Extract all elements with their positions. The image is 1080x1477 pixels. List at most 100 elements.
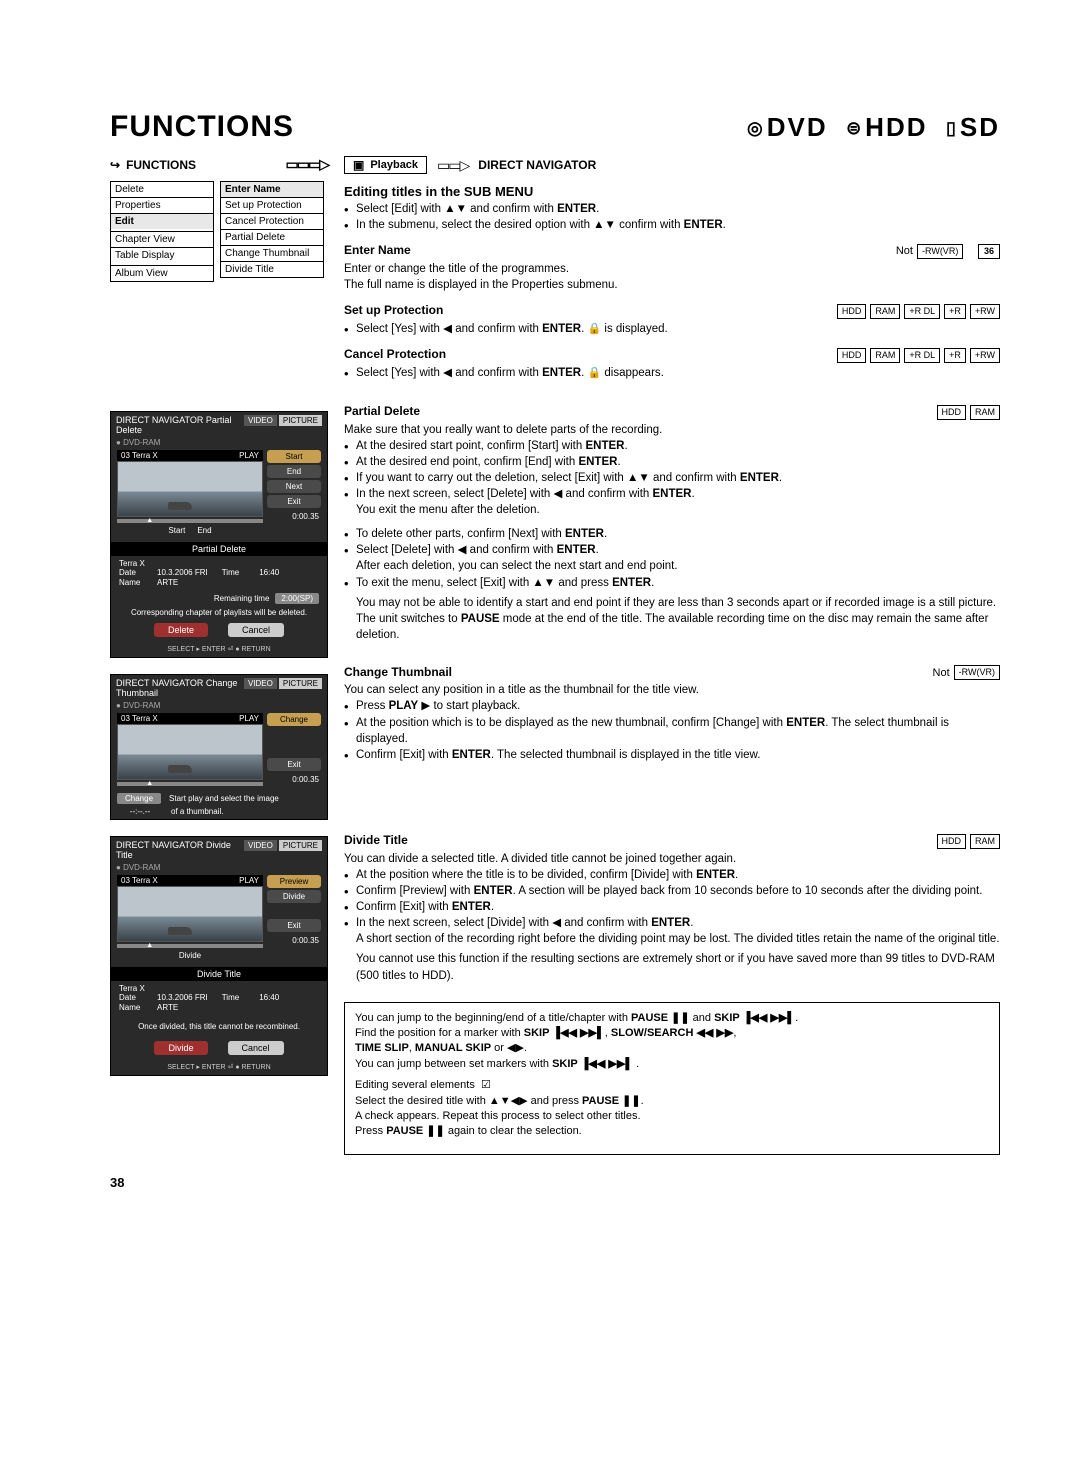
change-strip: ChangeStart play and select the image	[111, 790, 327, 807]
cancel-button[interactable]: Cancel	[228, 623, 284, 637]
cancel-button[interactable]: Cancel	[228, 1041, 284, 1055]
tip-line: You can jump to the beginning/end of a t…	[355, 1011, 989, 1073]
ss-note: Once divided, this title cannot be recom…	[111, 1016, 327, 1037]
divide-para: You cannot use this function if the resu…	[344, 951, 1000, 983]
divide-button[interactable]: Divide	[154, 1041, 207, 1055]
divide-list: At the position where the title is to be…	[344, 867, 1000, 947]
progress-bar[interactable]	[117, 519, 263, 523]
list-item: Select [Yes] with ◀ and confirm with ENT…	[344, 321, 1000, 337]
list-item: Confirm [Preview] with ENTER. A section …	[344, 883, 1000, 899]
sub-divide-title: Divide Title HDDRAM	[344, 833, 1000, 849]
tab[interactable]: VIDEO	[244, 415, 277, 426]
ss-title: DIRECT NAVIGATOR Partial Delete	[116, 415, 242, 435]
ctx-hdd: HDD	[865, 112, 927, 142]
tab[interactable]: PICTURE	[279, 415, 322, 426]
ss-actions: Delete Cancel	[111, 619, 327, 643]
screenshot-partial-delete: DIRECT NAVIGATOR Partial Delete VIDEOPIC…	[110, 411, 328, 658]
side-buttons: Start End Next Exit 0:00.35	[267, 450, 321, 538]
enter-name-text: The full name is displayed in the Proper…	[344, 277, 1000, 293]
list-item: To delete other parts, confirm [Next] wi…	[344, 526, 1000, 542]
menu-item[interactable]: Delete	[110, 181, 214, 198]
tab[interactable]: PICTURE	[279, 678, 322, 689]
ss-strip: Partial Delete	[111, 542, 327, 556]
playback-icon: ▣	[353, 158, 364, 172]
page-title: FUNCTIONS	[110, 110, 294, 144]
page: FUNCTIONS ◎DVD ⊜HDD ▯SD ↪ FUNCTIONS ▭▭▭▷…	[0, 0, 1080, 1230]
list-item: At the position where the title is to be…	[344, 867, 1000, 883]
list-item: At the desired end point, confirm [End] …	[344, 454, 1000, 470]
menu-item[interactable]: Enter Name	[220, 181, 324, 198]
menu-item[interactable]: Album View	[110, 265, 214, 282]
menu-item[interactable]: Divide Title	[220, 261, 324, 278]
tab[interactable]: VIDEO	[244, 840, 277, 851]
side-btn[interactable]: End	[267, 465, 321, 478]
ss-title: DIRECT NAVIGATOR Change Thumbnail	[116, 678, 242, 698]
side-btn[interactable]: Divide	[267, 890, 321, 903]
tips-box: You can jump to the beginning/end of a t…	[344, 1002, 1000, 1155]
list-item: In the next screen, select [Divide] with…	[344, 915, 1000, 947]
menu-item[interactable]: Set up Protection	[220, 197, 324, 214]
sub-cancel-protection: Cancel Protection HDDRAM+R DL+R+RW	[344, 347, 1000, 363]
menu-tables: Delete Properties Edit Chapter View Tabl…	[110, 181, 328, 281]
menu-item-selected[interactable]: Edit	[110, 213, 214, 230]
progress-bar[interactable]	[117, 944, 263, 948]
breadcrumb: ↪ FUNCTIONS ▭▭▭▷	[110, 156, 328, 173]
ss-remaining: Remaining time2:00(SP)	[111, 591, 327, 606]
menu-item[interactable]: Cancel Protection	[220, 213, 324, 230]
change-thumb-intro: You can select any position in a title a…	[344, 682, 1000, 698]
menu-item[interactable]: Table Display	[110, 247, 214, 264]
screenshot-group: DIRECT NAVIGATOR Partial Delete VIDEOPIC…	[110, 411, 328, 1076]
btn[interactable]: Divide	[179, 951, 201, 960]
sub-change-thumbnail: Change Thumbnail Not -RW(VR)	[344, 665, 1000, 681]
menu-col-2: Enter Name Set up Protection Cancel Prot…	[220, 181, 324, 281]
side-btn[interactable]: Exit	[267, 495, 321, 508]
list-item: If you want to carry out the deletion, s…	[344, 470, 1000, 486]
enter-name-text: Enter or change the title of the program…	[344, 261, 1000, 277]
thumbnail-area: 03 Terra XPLAY StartEnd	[117, 450, 263, 538]
screenshot-divide-title: DIRECT NAVIGATOR Divide TitleVIDEOPICTUR…	[110, 836, 328, 1076]
sd-icon: ▯	[946, 118, 958, 138]
menu-item[interactable]: Chapter View	[110, 231, 214, 248]
page-number: 38	[110, 1175, 1000, 1190]
side-btn[interactable]: Start	[267, 450, 321, 463]
menu-item[interactable]: Properties	[110, 197, 214, 214]
progress-bar[interactable]	[117, 782, 263, 786]
ss-title: DIRECT NAVIGATOR Divide Title	[116, 840, 242, 860]
delete-button[interactable]: Delete	[154, 623, 208, 637]
menu-item[interactable]: Partial Delete	[220, 229, 324, 246]
side-btn[interactable]: Exit	[267, 919, 321, 932]
tab[interactable]: PICTURE	[279, 840, 322, 851]
ss-tabs: VIDEOPICTURE	[242, 415, 322, 435]
thumbnail-image	[117, 461, 263, 517]
list-item: Confirm [Exit] with ENTER. The selected …	[344, 747, 1000, 763]
tip-line: Editing several elements ☑ Select the de…	[355, 1078, 989, 1140]
divide-intro: You can divide a selected title. A divid…	[344, 851, 1000, 867]
ss-sub: ● DVD-RAM	[111, 438, 327, 450]
menu-item[interactable]: Change Thumbnail	[220, 245, 324, 262]
ctx-dvd: DVD	[767, 112, 828, 142]
partial-del-para: You may not be able to identify a start …	[344, 595, 1000, 643]
left-column: ↪ FUNCTIONS ▭▭▭▷ Delete Properties Edit …	[110, 156, 328, 1155]
list-item: At the position which is to be displayed…	[344, 715, 1000, 747]
list-item: Confirm [Exit] with ENTER.	[344, 899, 1000, 915]
partial-del-list2: To delete other parts, confirm [Next] wi…	[344, 526, 1000, 590]
thumb-buttons: Start End	[117, 523, 263, 538]
side-btn[interactable]: Next	[267, 480, 321, 493]
side-btn[interactable]: Exit	[267, 758, 321, 771]
side-btn[interactable]: Preview	[267, 875, 321, 888]
thumbnail-image	[117, 886, 263, 942]
btn[interactable]: End	[197, 526, 211, 535]
time-counter: 0:00.35	[267, 773, 321, 786]
side-btn[interactable]: Change	[267, 713, 321, 726]
loop-icon: ↪	[110, 158, 120, 172]
tab[interactable]: VIDEO	[244, 678, 277, 689]
change-thumb-list: Press PLAY ▶ to start playback. At the p…	[344, 698, 1000, 762]
thumbnail-image	[117, 724, 263, 780]
time-counter: 0:00.35	[267, 934, 321, 947]
two-column-layout: ↪ FUNCTIONS ▭▭▭▷ Delete Properties Edit …	[110, 156, 1000, 1155]
ss-info: Terra X Date10.3.2006 FRITime16:40 NameA…	[111, 556, 327, 591]
btn[interactable]: Start	[168, 526, 185, 535]
list-item: Select [Yes] with ◀ and confirm with ENT…	[344, 365, 1000, 381]
ss-header: DIRECT NAVIGATOR Partial Delete VIDEOPIC…	[111, 412, 327, 438]
ctx-sd: SD	[960, 112, 1000, 142]
